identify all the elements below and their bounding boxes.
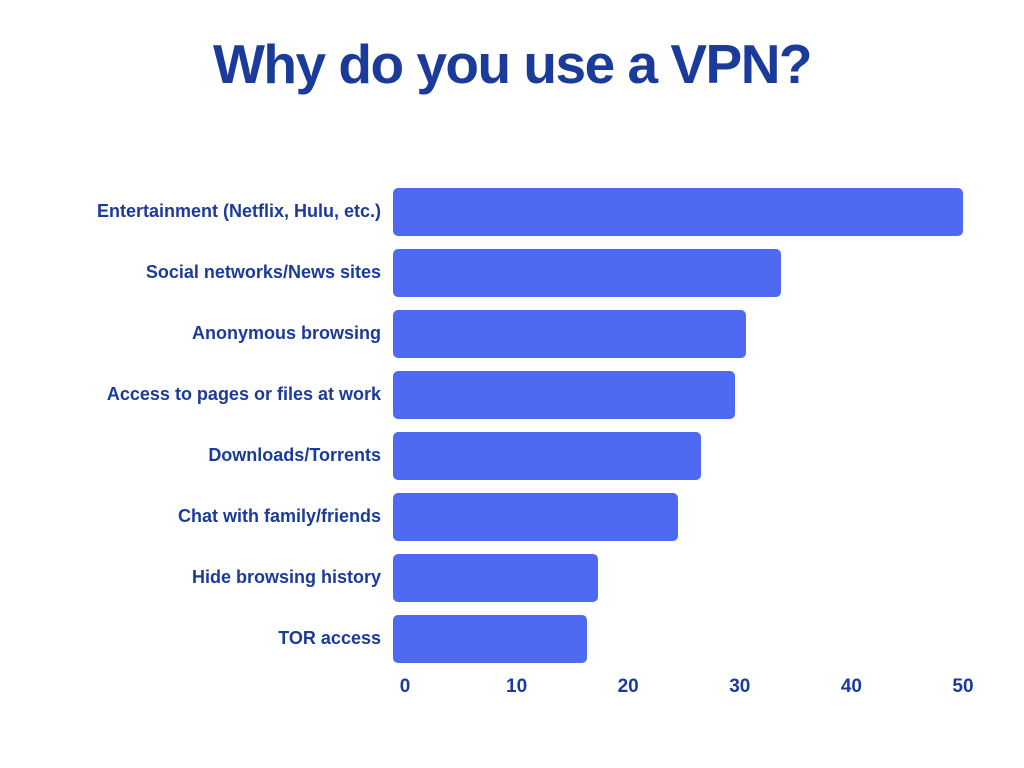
x-tick-label: 0 [399, 676, 411, 697]
bar [393, 188, 963, 236]
category-label: Hide browsing history [191, 567, 381, 588]
x-tick-label: 20 [617, 676, 639, 697]
category-label: Social networks/News sites [145, 262, 381, 283]
bar-track [393, 371, 963, 419]
x-tick-label: 30 [729, 676, 751, 697]
chart-rows: Entertainment (Netflix, Hulu, etc.) Socia… [0, 188, 1024, 663]
category-label: Entertainment (Netflix, Hulu, etc.) [96, 201, 381, 222]
bar [393, 554, 599, 602]
bar [393, 615, 587, 663]
bar [393, 371, 735, 419]
x-tick-label: 50 [952, 676, 974, 697]
category-label: Access to pages or files at work [106, 384, 381, 405]
bar-track [393, 554, 963, 602]
chart-title: Why do you use a VPN? [212, 33, 813, 95]
bar-track [393, 615, 963, 663]
x-tick-label: 10 [506, 676, 528, 697]
x-axis: 0 10 20 30 40 50 [400, 676, 974, 702]
chart-row: Chat with family/friends [0, 493, 1024, 541]
bar-track [393, 310, 963, 358]
category-label: Chat with family/friends [177, 506, 381, 527]
chart-row: Anonymous browsing [0, 310, 1024, 358]
chart-row: Access to pages or files at work [0, 371, 1024, 419]
chart-row: Social networks/News sites [0, 249, 1024, 297]
bar-track [393, 493, 963, 541]
chart-row: Entertainment (Netflix, Hulu, etc.) [0, 188, 1024, 236]
bar [393, 493, 678, 541]
bar-track [393, 432, 963, 480]
chart-row: Hide browsing history [0, 554, 1024, 602]
bar-track [393, 188, 963, 236]
bar-track [393, 249, 963, 297]
chart-row: TOR access [0, 615, 1024, 663]
category-label: Anonymous browsing [192, 323, 381, 344]
bar [393, 310, 747, 358]
chart-row: Downloads/Torrents [0, 432, 1024, 480]
bar-chart: Entertainment (Netflix, Hulu, etc.) Socia… [0, 188, 1024, 702]
bar [393, 432, 701, 480]
x-tick-label: 40 [840, 676, 862, 697]
bar [393, 249, 781, 297]
category-label: TOR access [278, 628, 381, 649]
category-label: Downloads/Torrents [208, 445, 381, 466]
